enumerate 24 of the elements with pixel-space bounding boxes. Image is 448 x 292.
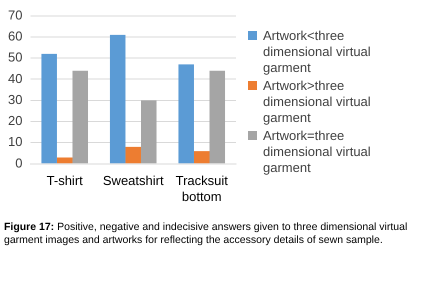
y-tick-label: 70 [8,7,22,22]
x-tick-label: T-shirt [46,173,84,188]
bar [56,157,72,164]
x-tick-label: Sweatshirt [102,173,164,188]
bar [72,70,88,164]
bar [140,100,157,164]
bar [210,70,226,164]
legend-label: Artwork>three dimensional virtual garment [263,78,372,126]
y-tick-label: 10 [8,134,22,150]
y-tick-label: 40 [8,70,22,86]
legend-label: Artwork=three dimensional virtual garment [263,128,372,176]
bar [125,146,141,164]
y-tick-label: 30 [8,92,22,107]
bar [194,151,210,164]
bar [178,64,194,164]
legend-label: Artwork<three dimensional virtual garment [263,28,372,76]
y-tick-label: 60 [8,28,22,44]
bar [110,34,126,164]
caption: Figure 17: Positive, negative and indecisive answers given to three dimensional virtual garment images and artworks for reflecting the accessory details of sewn sample. [4,221,408,247]
x-tick-label: Tracksuit bottom [176,173,228,204]
y-tick-label: 20 [8,113,22,128]
bar [41,54,57,164]
y-tick-label: 0 [15,155,22,170]
y-tick-label: 50 [8,50,22,65]
